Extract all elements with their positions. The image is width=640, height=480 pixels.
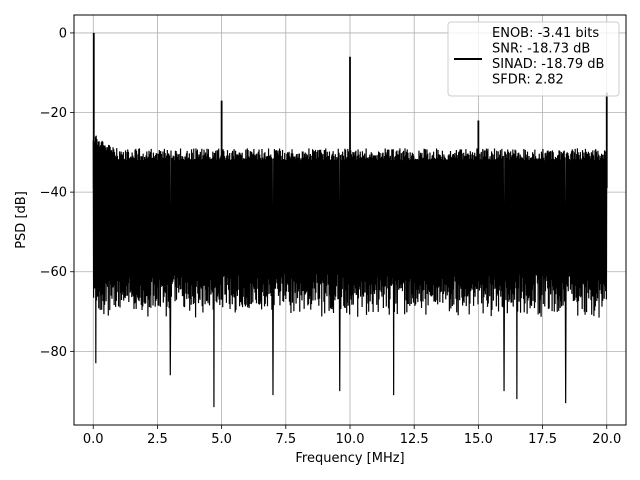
series-psd [92, 32, 608, 408]
y-tick-label: −80 [40, 345, 67, 360]
x-tick-label: 7.5 [275, 432, 296, 447]
y-tick-label: −60 [40, 265, 67, 280]
x-axis-ticks: 0.0 2.5 5.0 7.5 10.0 12.5 15.0 17.5 20.0 [83, 425, 621, 447]
x-tick-label: 17.5 [528, 432, 557, 447]
x-tick-label: 10.0 [336, 432, 365, 447]
x-tick-label: 0.0 [83, 432, 104, 447]
x-axis-label: Frequency [MHz] [295, 451, 404, 466]
x-tick-label: 2.5 [147, 432, 168, 447]
x-tick-label: 15.0 [464, 432, 493, 447]
x-tick-label: 20.0 [592, 432, 621, 447]
legend-sinad: SINAD: -18.79 dB [492, 57, 604, 72]
legend-sfdr: SFDR: 2.82 [492, 73, 564, 88]
y-axis-label: PSD [dB] [14, 191, 29, 249]
legend: ENOB: -3.41 bits SNR: -18.73 dB SINAD: -… [447, 21, 620, 97]
legend-snr: SNR: -18.73 dB [492, 42, 590, 57]
x-tick-label: 12.5 [400, 432, 429, 447]
x-tick-label: 5.0 [211, 432, 232, 447]
y-tick-label: −40 [40, 186, 67, 201]
legend-enob: ENOB: -3.41 bits [492, 26, 599, 41]
y-tick-label: −20 [40, 106, 67, 121]
y-axis-ticks: 0 −20 −40 −60 −80 [40, 26, 74, 360]
y-tick-label: 0 [59, 26, 67, 41]
legend-box [447, 21, 620, 97]
